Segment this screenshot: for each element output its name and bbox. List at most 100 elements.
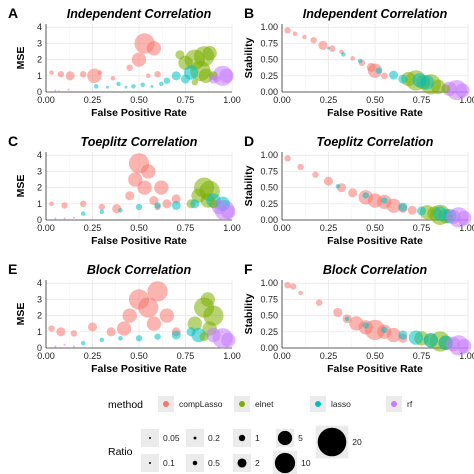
panel-letter-c: C (8, 133, 18, 149)
y-axis-title: Stability (243, 293, 255, 334)
legend-size-swatch (148, 461, 152, 465)
point-compLasso (146, 41, 162, 56)
point-compLasso (386, 198, 401, 213)
x-tick-label: 1.00 (223, 351, 241, 361)
legend-ratio-label: 0.1 (163, 458, 175, 468)
point-rf (213, 75, 221, 83)
x-tick-label: 0.25 (320, 95, 338, 105)
panel-c: C Toeplitz Correlation 0.00 0.25 0.50 0.75 1.0… (8, 133, 241, 247)
point-compLasso (110, 75, 116, 81)
point-compLasso (138, 297, 159, 318)
x-tick-label: 0.50 (130, 95, 148, 105)
point-compLasso (49, 201, 54, 207)
x-tick-label: 0.25 (320, 351, 338, 361)
point-rf (54, 345, 57, 348)
legend-ratio-label: 2 (255, 458, 260, 468)
point-compLasso (48, 325, 55, 332)
y-tick-label: 0.75 (260, 294, 278, 304)
legend-method: method compLasso elnet lasso rf (108, 396, 413, 412)
points-e (48, 281, 236, 349)
point-lasso (362, 322, 369, 329)
x-tick-label: 0.25 (84, 223, 102, 233)
point-lasso (423, 333, 438, 348)
y-tick-label: 0.25 (260, 199, 278, 209)
y-tick-label: 1 (37, 199, 42, 209)
point-rf (72, 216, 75, 219)
panel-title-f: Block Correlation (323, 263, 428, 277)
point-compLasso (323, 176, 334, 186)
y-tick-label: 3 (37, 294, 42, 304)
point-compLasso (381, 72, 388, 80)
point-compLasso (98, 203, 106, 211)
y-tick-label: 0.75 (260, 38, 278, 48)
point-elnet (191, 79, 198, 86)
point-lasso (398, 330, 408, 340)
x-tick-label: 0.75 (413, 95, 431, 105)
legend-size-swatch (274, 452, 296, 474)
point-lasso (163, 77, 171, 84)
point-lasso (99, 337, 105, 343)
legend-size-swatch (149, 437, 151, 439)
point-lasso (180, 74, 191, 84)
point-compLasso (125, 191, 135, 201)
legend-ratio-item: 5 (275, 428, 303, 448)
x-tick-label: 1.00 (459, 351, 474, 361)
point-compLasso (289, 283, 297, 290)
points-b (284, 27, 470, 101)
legend-ratio: Ratio 0.05 0.1 0.2 0.5 1 2 5 10 20 (108, 425, 362, 474)
point-lasso (398, 202, 408, 212)
panel-f: F Block Correlation 0.00 0.25 0.50 0.75 1.00 0.… (243, 261, 474, 375)
point-lasso (93, 84, 99, 89)
x-axis-title: False Positive Rate (91, 363, 187, 375)
y-tick-label: 0.50 (260, 311, 278, 321)
point-compLasso (292, 31, 298, 36)
x-tick-label: 1.00 (223, 95, 241, 105)
point-compLasso (137, 180, 152, 195)
point-lasso (154, 202, 161, 209)
y-tick-label: 0.50 (260, 183, 278, 193)
x-tick-label: 0.00 (273, 95, 291, 105)
point-compLasso (49, 70, 54, 75)
point-lasso (116, 81, 121, 87)
y-tick-label: 1.00 (260, 22, 278, 32)
point-lasso (341, 52, 346, 57)
legend-item-compLasso: compLasso (158, 396, 223, 412)
point-compLasso (284, 27, 291, 34)
legend-ratio-label: 0.05 (163, 433, 180, 443)
y-tick-label: 2 (37, 55, 42, 65)
panel-title-a: Independent Correlation (67, 7, 212, 21)
point-compLasso (116, 321, 132, 336)
point-lasso (99, 209, 105, 215)
point-lasso (118, 208, 123, 213)
point-compLasso (122, 308, 137, 323)
y-tick-label: 3 (37, 166, 42, 176)
x-tick-label: 0.75 (413, 223, 431, 233)
point-compLasso (154, 70, 161, 78)
points-c (49, 153, 236, 221)
point-compLasso (348, 188, 358, 198)
point-lasso (375, 67, 382, 74)
x-axis-title: False Positive Rate (91, 235, 187, 247)
point-elnet (208, 199, 218, 209)
point-lasso (124, 85, 128, 89)
y-tick-label: 2 (37, 183, 42, 193)
point-lasso (186, 327, 196, 337)
legend-label-lasso: lasso (331, 399, 351, 409)
point-lasso (159, 81, 164, 87)
x-tick-label: 1.00 (459, 95, 474, 105)
point-rf (63, 343, 66, 346)
point-compLasso (312, 171, 319, 178)
legend-swatch-compLasso (163, 401, 169, 407)
point-compLasso (141, 164, 156, 179)
y-tick-label: 0.75 (260, 166, 278, 176)
point-rf (54, 217, 57, 220)
point-compLasso (284, 281, 291, 289)
x-tick-label: 0.00 (37, 223, 55, 233)
legend-ratio-label: 5 (298, 433, 303, 443)
legend-item-lasso: lasso (310, 396, 351, 412)
points-a (49, 33, 234, 93)
point-lasso (416, 206, 427, 216)
point-rf (457, 338, 472, 354)
y-tick-label: 0 (37, 343, 42, 353)
